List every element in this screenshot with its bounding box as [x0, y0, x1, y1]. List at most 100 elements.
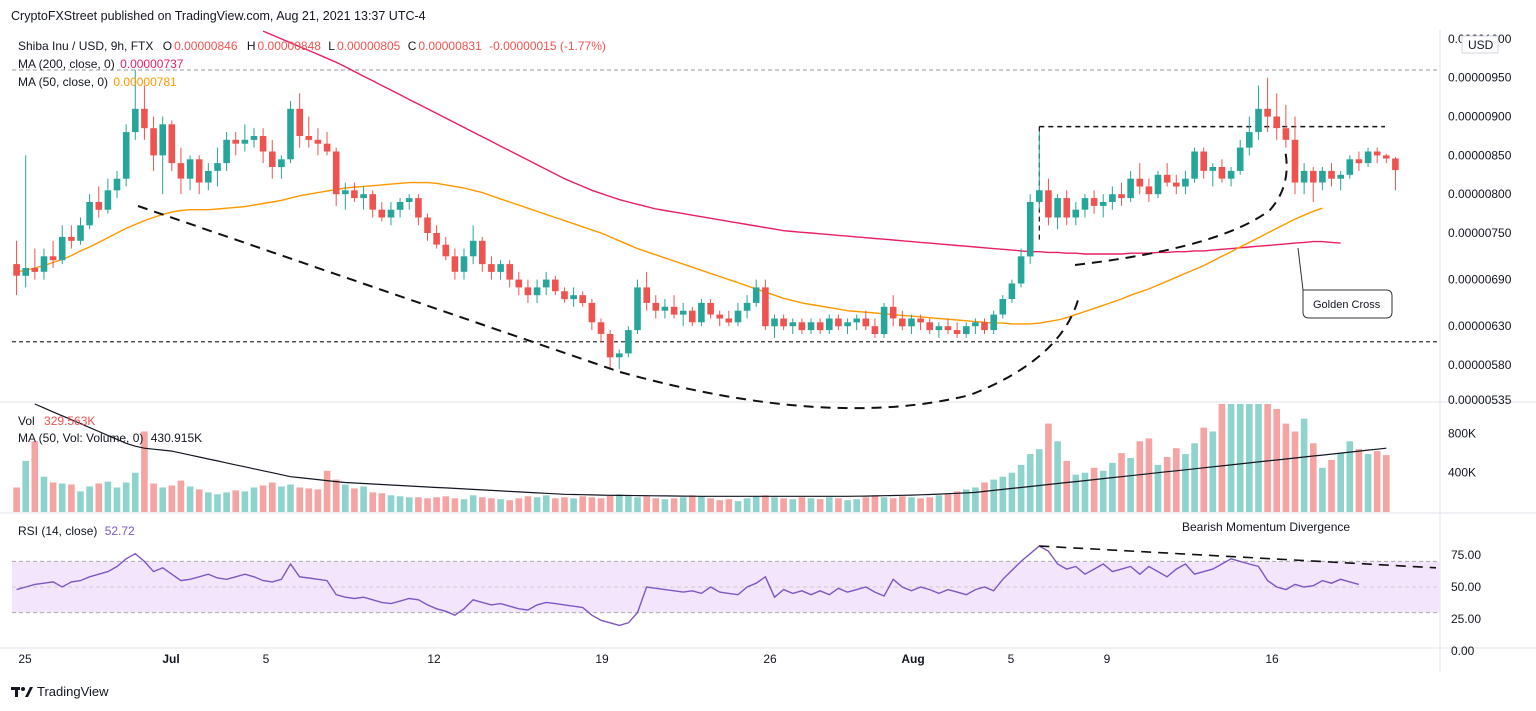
candle-body	[743, 302, 751, 311]
volume-bar	[58, 483, 66, 512]
close-label: C	[407, 39, 417, 53]
volume-bar	[542, 495, 550, 512]
candle-body	[40, 256, 48, 272]
candle-body	[1136, 178, 1144, 187]
candle-body	[944, 326, 952, 331]
low-label: L	[328, 39, 335, 53]
candle-body	[1036, 190, 1043, 202]
volume-bar	[360, 486, 367, 512]
volume-bar	[616, 494, 623, 512]
volume-bar	[479, 497, 486, 512]
candle-body	[259, 136, 267, 152]
candle-body	[999, 299, 1007, 315]
candle-body	[1355, 159, 1363, 164]
volume-bar	[752, 496, 760, 512]
candle-body	[205, 170, 212, 183]
candle-body	[908, 318, 915, 327]
candle-body	[269, 151, 276, 167]
volume-bar	[305, 488, 313, 512]
volume-bar	[378, 493, 386, 512]
volume-bar	[1209, 431, 1217, 512]
candle-body	[1191, 151, 1198, 179]
candle-body	[643, 287, 650, 303]
volume-bar	[972, 487, 979, 512]
volume-bar	[853, 499, 860, 512]
candle-body	[606, 334, 614, 358]
candle-body	[296, 108, 303, 136]
candle-body	[415, 198, 422, 218]
candle-body	[1300, 170, 1308, 183]
candle-body	[1154, 174, 1162, 195]
volume-bar	[789, 499, 797, 512]
low-value: 0.00000805	[336, 39, 401, 53]
volume-bar	[716, 500, 723, 512]
volume-bar	[634, 497, 641, 512]
time-tick-label: 5	[263, 652, 270, 666]
candle-body	[752, 287, 760, 303]
candle-body	[95, 202, 103, 210]
ma50-legend: MA (50, close, 0) 0.00000781	[18, 75, 177, 89]
candle-body	[542, 279, 550, 288]
volume-bar	[122, 482, 130, 512]
volume-bar	[1328, 460, 1335, 512]
symbol-name: Shiba Inu / USD, 9h, FTX	[18, 39, 154, 53]
volume-bar	[871, 495, 879, 512]
rsi-value: 52.72	[104, 524, 135, 538]
volume-bar	[1255, 404, 1262, 512]
volume-bar	[725, 499, 733, 512]
candle-body	[1246, 132, 1253, 148]
volume-bar	[351, 488, 358, 512]
candle-body	[369, 194, 376, 210]
price-tick-label: 0.00000800	[1448, 187, 1512, 201]
volume-bar	[1063, 460, 1070, 512]
volume-tick-label: 800K	[1448, 426, 1476, 440]
candle-body	[570, 295, 577, 300]
golden-cross-label: Golden Cross	[1313, 299, 1381, 311]
volume-bar	[488, 498, 495, 512]
volume-bar	[497, 499, 504, 512]
volume-bar	[1182, 454, 1189, 512]
candle-body	[488, 264, 495, 272]
candle-body	[1209, 167, 1217, 171]
price-tick-label: 0.00000850	[1448, 148, 1512, 162]
tradingview-footer[interactable]: TradingView	[11, 684, 109, 699]
candle-body	[816, 322, 824, 331]
downtrend-line	[137, 205, 621, 373]
candle-body	[1218, 167, 1226, 179]
volume-ma-label: MA (50, Vol: Volume, 0)	[18, 431, 144, 445]
candle-body	[1045, 190, 1052, 218]
candle-body	[844, 322, 851, 327]
volume-bar	[177, 480, 185, 512]
volume-bar	[1017, 464, 1025, 512]
candle-body	[780, 318, 787, 327]
volume-bar	[798, 497, 806, 512]
volume-bar	[515, 498, 523, 512]
volume-bar	[1099, 470, 1107, 512]
volume-bar	[533, 497, 541, 512]
volume-bar	[597, 498, 605, 512]
volume-bar	[908, 497, 915, 512]
volume-bar	[1191, 443, 1198, 512]
candle-body	[990, 314, 997, 331]
candle-body	[1127, 178, 1134, 199]
candle-body	[853, 318, 860, 323]
candle-body	[926, 322, 933, 331]
candle-body	[579, 295, 586, 303]
candle-body	[323, 143, 331, 152]
candle-body	[232, 139, 239, 144]
candle-body	[835, 318, 842, 327]
candle-body	[150, 128, 157, 156]
rsi-tick-label: 25.00	[1451, 612, 1481, 626]
volume-bar	[935, 495, 943, 512]
candle-body	[351, 190, 358, 199]
high-value: 0.00000848	[257, 39, 321, 53]
ma200-value: 0.00000737	[120, 57, 184, 71]
volume-bar	[771, 497, 778, 512]
candle-body	[1063, 198, 1070, 218]
candle-body	[22, 268, 29, 276]
candle-body	[1182, 178, 1189, 187]
volume-bar	[150, 483, 157, 512]
candle-body	[953, 330, 961, 334]
candle-body	[31, 268, 39, 272]
